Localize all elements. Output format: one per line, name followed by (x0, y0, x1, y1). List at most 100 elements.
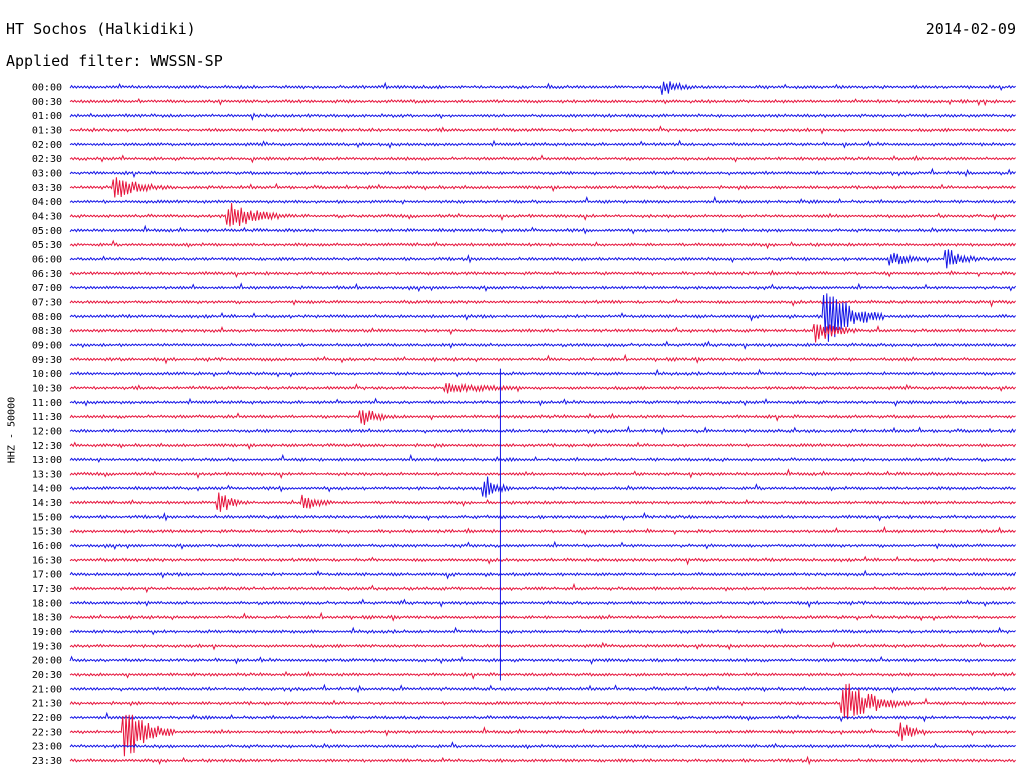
trace-line (69, 112, 1016, 121)
time-label: 18:30 (32, 613, 62, 624)
time-label: 10:00 (32, 369, 62, 380)
time-label: 23:30 (32, 756, 62, 767)
record-date: 2014-02-09 (925, 20, 1016, 38)
trace-line (69, 81, 1016, 95)
trace-line (69, 382, 1016, 394)
time-label: 22:00 (32, 713, 62, 724)
time-label: 04:30 (32, 211, 62, 222)
time-label: 01:00 (32, 111, 62, 122)
time-label: 06:00 (32, 254, 62, 265)
trace-line (69, 711, 1016, 723)
trace-line (69, 683, 1016, 720)
trace-line (69, 611, 1016, 622)
time-label: 12:00 (32, 426, 62, 437)
trace-line (69, 511, 1016, 522)
time-label: 05:00 (32, 226, 62, 237)
trace-line (69, 154, 1016, 164)
trace-line (69, 125, 1016, 135)
time-label: 19:00 (32, 627, 62, 638)
trace-line (69, 655, 1016, 665)
time-label: 20:30 (32, 670, 62, 681)
time-label: 15:30 (32, 527, 62, 538)
trace-line (69, 249, 1016, 269)
time-label: 09:00 (32, 340, 62, 351)
trace-line (69, 525, 1016, 536)
time-label: 07:00 (32, 283, 62, 294)
time-label: 03:30 (32, 183, 62, 194)
time-label: 21:00 (32, 684, 62, 695)
trace-line (69, 425, 1017, 436)
time-label: 16:00 (32, 541, 62, 552)
time-label: 23:00 (32, 742, 62, 753)
trace-line (69, 282, 1017, 293)
time-label: 14:00 (32, 484, 62, 495)
trace-line (69, 353, 1016, 365)
time-label: 19:30 (32, 641, 62, 652)
trace-line (69, 582, 1016, 594)
time-label: 00:00 (32, 83, 62, 94)
trace-line (69, 269, 1017, 279)
time-label: 17:00 (32, 570, 62, 581)
trace-line (69, 368, 1016, 378)
time-label: 02:30 (32, 154, 62, 165)
time-label: 06:30 (32, 269, 62, 280)
trace-line (69, 177, 1016, 198)
trace-line (69, 670, 1016, 680)
trace-line (69, 340, 1016, 350)
trace-line (69, 569, 1017, 580)
time-label: 11:00 (32, 398, 62, 409)
time-label: 20:00 (32, 656, 62, 667)
time-label: 13:00 (32, 455, 62, 466)
trace-line (69, 626, 1016, 636)
seismogram-traces (69, 81, 1017, 766)
trace-line (69, 555, 1016, 566)
trace-line (69, 453, 1016, 463)
time-label: 07:30 (32, 297, 62, 308)
trace-line (69, 195, 1016, 205)
trace-line (69, 167, 1016, 179)
time-label: 16:30 (32, 555, 62, 566)
time-label: 03:00 (32, 168, 62, 179)
trace-line (69, 755, 1016, 766)
time-label: 00:30 (32, 97, 62, 108)
trace-line (69, 476, 1016, 498)
time-label: 04:00 (32, 197, 62, 208)
time-label: 15:00 (32, 512, 62, 523)
trace-line (69, 598, 1016, 609)
trace-line (69, 683, 1016, 694)
trace-line (69, 293, 1016, 342)
trace-line (69, 741, 1016, 750)
trace-line (69, 397, 1016, 407)
time-label: 18:00 (32, 598, 62, 609)
time-label: 21:30 (32, 699, 62, 710)
filter-label: Applied filter: WWSSN-SP (6, 52, 223, 70)
time-label: 14:30 (32, 498, 62, 509)
trace-line (69, 239, 1017, 250)
trace-line (69, 98, 1016, 107)
time-label: 12:30 (32, 441, 62, 452)
time-label: 02:00 (32, 140, 62, 151)
time-labels: 00:00 00:30 01:00 01:30 02:00 02:30 03:00 03:30… (32, 83, 62, 768)
time-label: 05:30 (32, 240, 62, 251)
trace-line (69, 202, 1016, 227)
time-label: 08:00 (32, 312, 62, 323)
trace-line (69, 410, 1016, 425)
trace-line (69, 298, 1016, 308)
trace-line (69, 492, 1016, 512)
time-label: 11:30 (32, 412, 62, 423)
time-label: 01:30 (32, 125, 62, 136)
time-label: 09:30 (32, 355, 62, 366)
trace-line (69, 714, 1016, 757)
time-label: 22:30 (32, 727, 62, 738)
trace-line (69, 468, 1016, 479)
time-label: 08:30 (32, 326, 62, 337)
time-label: 17:30 (32, 584, 62, 595)
time-label: 10:30 (32, 383, 62, 394)
trace-line (69, 224, 1016, 235)
station-title: HT Sochos (Halkidiki) (6, 20, 196, 38)
trace-line (69, 441, 1017, 451)
trace-line (69, 540, 1016, 551)
time-label: 13:30 (32, 469, 62, 480)
trace-line (69, 641, 1016, 651)
